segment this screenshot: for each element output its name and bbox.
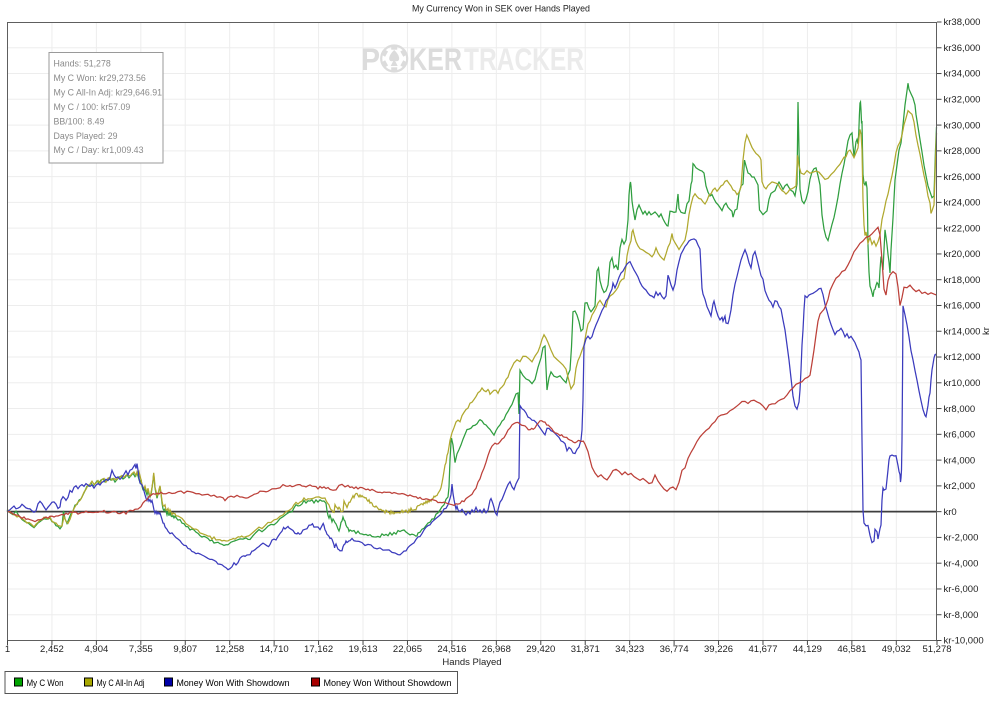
- svg-text:kr6,000: kr6,000: [944, 430, 976, 441]
- svg-text:51,278: 51,278: [922, 644, 951, 655]
- svg-text:17,162: 17,162: [304, 644, 333, 655]
- svg-text:My Currency Won in SEK over Ha: My Currency Won in SEK over Hands Played: [412, 4, 590, 15]
- svg-text:4,904: 4,904: [84, 644, 108, 655]
- svg-text:kr38,000: kr38,000: [944, 17, 981, 28]
- svg-text:19,613: 19,613: [348, 644, 377, 655]
- svg-text:kr-8,000: kr-8,000: [944, 610, 979, 621]
- svg-text:kr22,000: kr22,000: [944, 223, 981, 234]
- svg-text:34,323: 34,323: [615, 644, 644, 655]
- svg-text:P: P: [361, 41, 380, 77]
- svg-text:My C Won: My C Won: [27, 678, 64, 688]
- svg-text:22,065: 22,065: [393, 644, 422, 655]
- svg-text:kr18,000: kr18,000: [944, 275, 981, 286]
- svg-text:44,129: 44,129: [793, 644, 822, 655]
- svg-text:kr2,000: kr2,000: [944, 481, 976, 492]
- svg-text:12,258: 12,258: [215, 644, 244, 655]
- svg-text:kr14,000: kr14,000: [944, 326, 981, 337]
- svg-text:46,581: 46,581: [837, 644, 866, 655]
- svg-text:My C All-In Adj: kr29,646.91: My C All-In Adj: kr29,646.91: [54, 87, 163, 97]
- svg-text:kr24,000: kr24,000: [944, 198, 981, 209]
- svg-text:kr26,000: kr26,000: [944, 172, 981, 183]
- svg-text:Money Won Without Showdown: Money Won Without Showdown: [324, 678, 452, 688]
- svg-text:kr-2,000: kr-2,000: [944, 533, 979, 544]
- svg-text:kr20,000: kr20,000: [944, 249, 981, 260]
- svg-text:kr28,000: kr28,000: [944, 146, 981, 157]
- svg-text:9,807: 9,807: [173, 644, 197, 655]
- svg-text:kr10,000: kr10,000: [944, 378, 981, 389]
- svg-text:kr12,000: kr12,000: [944, 352, 981, 363]
- svg-text:14,710: 14,710: [260, 644, 289, 655]
- svg-text:kr34,000: kr34,000: [944, 69, 981, 80]
- svg-text:7,355: 7,355: [129, 644, 153, 655]
- svg-text:KER: KER: [409, 41, 462, 77]
- svg-text:kr-4,000: kr-4,000: [944, 558, 979, 569]
- svg-text:kr30,000: kr30,000: [944, 120, 981, 131]
- svg-text:kr-6,000: kr-6,000: [944, 584, 979, 595]
- svg-text:TRACKER: TRACKER: [464, 41, 584, 77]
- svg-text:kr8,000: kr8,000: [944, 404, 976, 415]
- svg-text:BB/100: 8.49: BB/100: 8.49: [54, 116, 105, 126]
- svg-text:41,677: 41,677: [748, 644, 777, 655]
- svg-text:My C Won: kr29,273.56: My C Won: kr29,273.56: [54, 73, 146, 83]
- svg-text:36,774: 36,774: [660, 644, 689, 655]
- svg-text:29,420: 29,420: [526, 644, 555, 655]
- svg-text:Days Played: 29: Days Played: 29: [54, 131, 118, 141]
- svg-text:2,452: 2,452: [40, 644, 64, 655]
- svg-text:Money Won With Showdown: Money Won With Showdown: [177, 678, 290, 688]
- svg-text:49,032: 49,032: [882, 644, 911, 655]
- svg-text:Hands: 51,278: Hands: 51,278: [54, 59, 111, 69]
- svg-text:kr: kr: [981, 327, 992, 335]
- svg-text:kr16,000: kr16,000: [944, 301, 981, 312]
- svg-text:24,516: 24,516: [437, 644, 466, 655]
- svg-text:39,226: 39,226: [704, 644, 733, 655]
- svg-text:kr-10,000: kr-10,000: [944, 636, 984, 647]
- svg-text:My C / Day: kr1,009.43: My C / Day: kr1,009.43: [54, 145, 144, 155]
- svg-text:kr36,000: kr36,000: [944, 43, 981, 54]
- svg-text:kr4,000: kr4,000: [944, 455, 976, 466]
- svg-text:31,871: 31,871: [571, 644, 600, 655]
- svg-text:My C / 100: kr57.09: My C / 100: kr57.09: [54, 102, 131, 112]
- svg-text:1: 1: [5, 644, 10, 655]
- svg-text:26,968: 26,968: [482, 644, 511, 655]
- svg-text:kr0: kr0: [944, 507, 957, 518]
- svg-text:kr32,000: kr32,000: [944, 95, 981, 106]
- svg-text:Hands Played: Hands Played: [442, 657, 501, 668]
- svg-text:My C All-In Adj: My C All-In Adj: [97, 678, 145, 688]
